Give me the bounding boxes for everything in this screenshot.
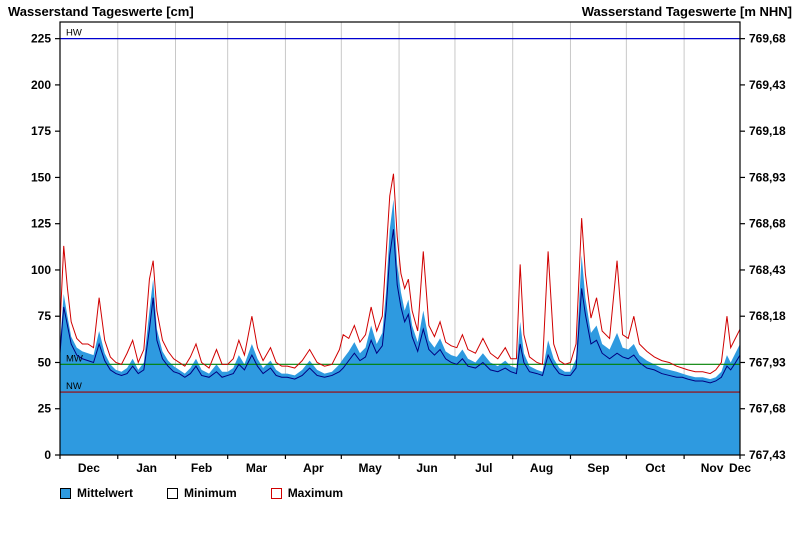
svg-text:767,68: 767,68: [749, 402, 786, 416]
svg-text:100: 100: [31, 263, 51, 277]
svg-text:Dec: Dec: [729, 461, 751, 475]
svg-text:Apr: Apr: [303, 461, 324, 475]
svg-text:768,93: 768,93: [749, 170, 786, 184]
svg-text:767,43: 767,43: [749, 448, 786, 462]
svg-text:200: 200: [31, 78, 51, 92]
svg-text:Nov: Nov: [701, 461, 724, 475]
svg-text:May: May: [359, 461, 383, 475]
svg-text:Mar: Mar: [246, 461, 268, 475]
svg-text:Jan: Jan: [136, 461, 157, 475]
svg-text:175: 175: [31, 124, 51, 138]
svg-text:HW: HW: [66, 28, 82, 39]
svg-text:Jul: Jul: [475, 461, 492, 475]
svg-text:769,68: 769,68: [749, 32, 786, 46]
legend-item-mittelwert: Mittelwert: [60, 486, 133, 500]
chart-title-right: Wasserstand Tageswerte [m NHN]: [581, 4, 792, 19]
svg-text:0: 0: [44, 448, 51, 462]
svg-text:50: 50: [38, 355, 52, 369]
legend-item-maximum: Maximum: [270, 486, 344, 500]
svg-text:25: 25: [38, 402, 52, 416]
svg-text:Sep: Sep: [587, 461, 609, 475]
svg-text:Dec: Dec: [78, 461, 100, 475]
svg-text:NW: NW: [66, 381, 82, 392]
chart-title-left: Wasserstand Tageswerte [cm]: [8, 4, 194, 19]
legend-label-minimum: Minimum: [184, 486, 237, 500]
svg-text:75: 75: [38, 309, 52, 323]
svg-text:769,43: 769,43: [749, 78, 786, 92]
svg-text:768,43: 768,43: [749, 263, 786, 277]
legend-label-mittelwert: Mittelwert: [77, 486, 134, 500]
svg-text:150: 150: [31, 170, 51, 184]
svg-text:225: 225: [31, 32, 51, 46]
legend-label-maximum: Maximum: [287, 486, 344, 500]
svg-text:768,68: 768,68: [749, 217, 786, 231]
svg-text:125: 125: [31, 217, 51, 231]
chart-legend: Mittelwert Minimum Maximum: [60, 486, 343, 500]
mittelwert-swatch-icon: [60, 487, 71, 499]
svg-text:Feb: Feb: [191, 461, 212, 475]
svg-text:Oct: Oct: [645, 461, 665, 475]
svg-text:MW: MW: [66, 353, 83, 364]
svg-text:767,93: 767,93: [749, 355, 786, 369]
maximum-swatch-icon: [270, 487, 282, 499]
svg-text:769,18: 769,18: [749, 124, 786, 138]
svg-text:Jun: Jun: [416, 461, 437, 475]
svg-text:Aug: Aug: [530, 461, 553, 475]
minimum-swatch-icon: [167, 487, 179, 499]
svg-text:768,18: 768,18: [749, 309, 786, 323]
legend-item-minimum: Minimum: [167, 486, 237, 500]
